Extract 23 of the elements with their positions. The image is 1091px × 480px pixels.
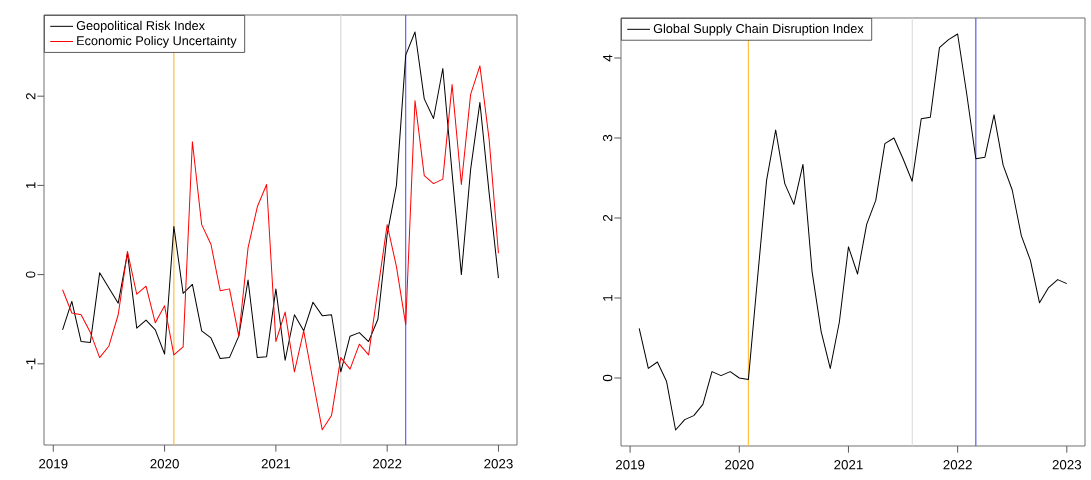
legend-label: Economic Policy Uncertainty [77, 35, 237, 48]
x-tick-label: 2019 [39, 459, 68, 469]
x-tick-label: 2021 [261, 459, 291, 469]
y-tick-label: 1 [26, 182, 36, 189]
y-tick-label: 2 [603, 214, 613, 222]
line-series [62, 65, 499, 431]
legend-label: Global Supply Chain Disruption Index [653, 23, 864, 36]
legend-label: Geopolitical Risk Index [76, 20, 205, 33]
y-tick-label: 0 [602, 374, 613, 382]
y-tick-label: 1 [603, 294, 613, 301]
x-tick-label: 2020 [725, 460, 754, 470]
x-tick-label: 2023 [1052, 460, 1082, 470]
y-tick-label: -1 [26, 358, 36, 370]
y-tick-label: 3 [602, 134, 613, 142]
x-tick-label: 2019 [615, 460, 645, 470]
x-tick-label: 2022 [373, 459, 402, 469]
x-tick-label: 2021 [834, 460, 863, 470]
x-tick-label: 2020 [150, 459, 179, 469]
y-tick-label: 2 [26, 93, 36, 100]
x-tick-label: 2022 [943, 460, 972, 470]
x-tick-label: 2023 [484, 459, 513, 469]
y-tick-label: 4 [603, 54, 613, 62]
y-tick-label: 0 [25, 271, 36, 278]
